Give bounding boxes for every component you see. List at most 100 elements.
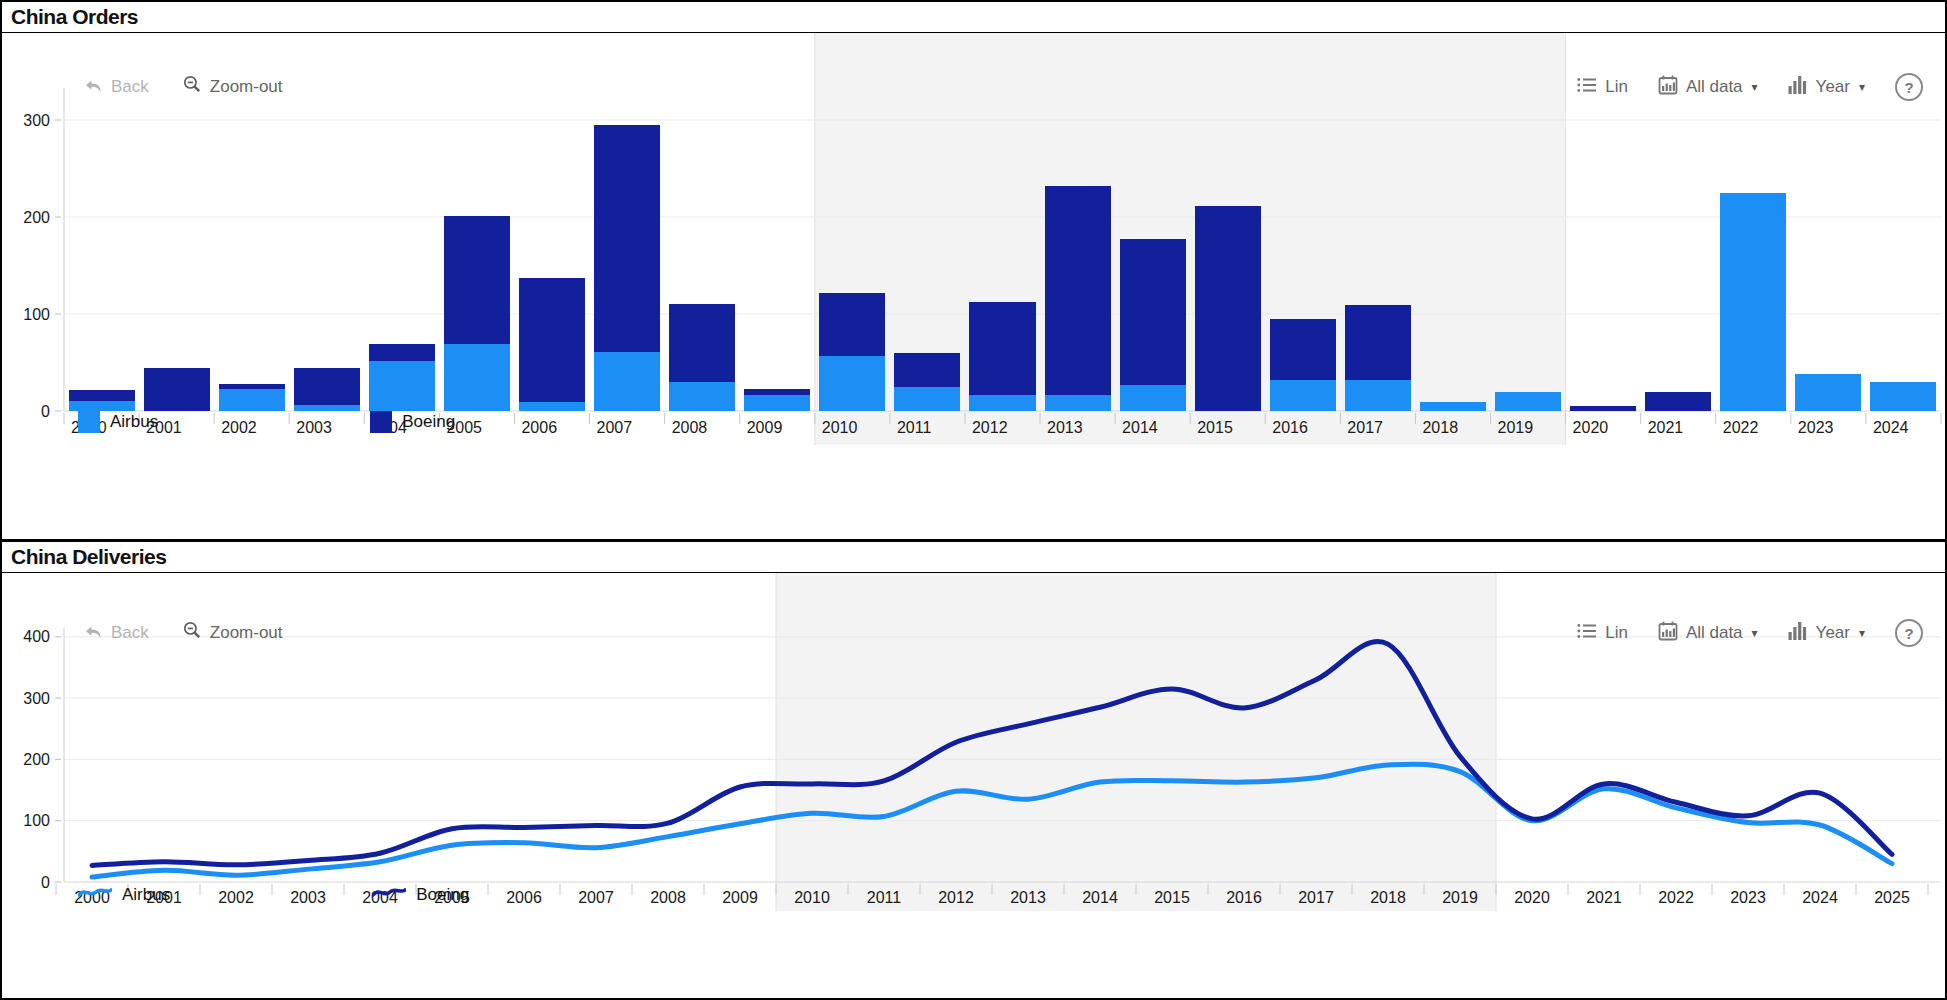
axis-tick-label: 2006 <box>506 889 542 906</box>
axis-tick-label: 2024 <box>1873 419 1909 436</box>
zoom-out-button[interactable]: Zoom-out <box>183 75 283 99</box>
axis-tick-label: 2013 <box>1047 419 1083 436</box>
bar-segment-airbus[interactable] <box>1420 402 1486 411</box>
help-button[interactable]: ? <box>1895 619 1923 647</box>
deliveries-chart-wrap: 0100200300400200020012002200320042005200… <box>2 573 1945 921</box>
help-button[interactable]: ? <box>1895 73 1923 101</box>
axis-tick-label: 200 <box>23 751 50 768</box>
chevron-down-icon: ▾ <box>1859 80 1865 94</box>
axis-tick-label: 200 <box>23 209 50 226</box>
bar-segment-airbus[interactable] <box>519 402 585 411</box>
bar-segment-airbus[interactable] <box>1270 380 1336 411</box>
year-granularity-dropdown[interactable]: Year ▾ <box>1788 75 1865 99</box>
bar-segment-airbus[interactable] <box>669 382 735 411</box>
chevron-down-icon: ▾ <box>1859 626 1865 640</box>
bar-segment-airbus[interactable] <box>1720 193 1786 411</box>
bar-segment-boeing[interactable] <box>594 125 660 352</box>
axis-tick-label: 2015 <box>1197 419 1233 436</box>
back-button[interactable]: Back <box>84 622 149 645</box>
axis-tick-label: 2021 <box>1648 419 1684 436</box>
bar-segment-boeing[interactable] <box>819 293 885 356</box>
bar-segment-boeing[interactable] <box>1195 206 1261 411</box>
bar-segment-airbus[interactable] <box>444 344 510 411</box>
axis-tick-label: 2022 <box>1723 419 1759 436</box>
axis-tick-label: 2008 <box>672 419 708 436</box>
bar-segment-boeing[interactable] <box>219 384 285 389</box>
bar-segment-boeing[interactable] <box>294 368 360 405</box>
axis-tick-label: 2007 <box>597 419 633 436</box>
axis-tick-label: 2012 <box>972 419 1008 436</box>
bar-segment-boeing[interactable] <box>69 390 135 402</box>
back-arrow-icon <box>84 622 103 645</box>
zoom-out-button[interactable]: Zoom-out <box>183 621 283 645</box>
bar-segment-boeing[interactable] <box>1270 319 1336 380</box>
axis-tick-label: 2009 <box>722 889 758 906</box>
bar-segment-boeing[interactable] <box>969 302 1035 395</box>
boeing-line-marker <box>372 884 406 905</box>
deliveries-chart[interactable]: 0100200300400200020012002200320042005200… <box>2 573 1945 921</box>
axis-tick-label: 2010 <box>794 889 830 906</box>
axis-tick-label: 2012 <box>938 889 974 906</box>
orders-chart[interactable]: 0100200300200020012002200320042005200620… <box>2 33 1945 453</box>
year-granularity-dropdown[interactable]: Year ▾ <box>1788 621 1865 645</box>
bar-segment-boeing[interactable] <box>444 216 510 344</box>
bar-segment-airbus[interactable] <box>594 352 660 411</box>
bar-segment-airbus[interactable] <box>1345 380 1411 411</box>
airbus-line-marker <box>78 884 112 905</box>
bar-segment-boeing[interactable] <box>1045 186 1111 395</box>
bar-segment-airbus[interactable] <box>1795 374 1861 411</box>
axis-tick-label: 100 <box>23 812 50 829</box>
bar-segment-boeing[interactable] <box>144 368 210 411</box>
airbus-swatch <box>78 411 100 433</box>
deliveries-legend: Airbus Boeing <box>78 884 469 905</box>
axis-tick-label: 2017 <box>1347 419 1383 436</box>
highlight-band <box>776 573 1496 911</box>
axis-tick-label: 2014 <box>1122 419 1158 436</box>
axis-tick-label: 2014 <box>1082 889 1118 906</box>
bar-segment-airbus[interactable] <box>894 387 960 411</box>
orders-legend: Airbus Boeing <box>78 411 455 433</box>
bar-segment-airbus[interactable] <box>69 401 135 411</box>
axis-tick-label: 2017 <box>1298 889 1334 906</box>
bar-segment-airbus[interactable] <box>969 395 1035 411</box>
bar-segment-airbus[interactable] <box>1870 382 1936 411</box>
legend-item-boeing[interactable]: Boeing <box>372 884 469 905</box>
bar-segment-boeing[interactable] <box>1120 239 1186 385</box>
axis-tick-label: 2009 <box>747 419 783 436</box>
bar-segment-boeing[interactable] <box>1645 392 1711 411</box>
legend-item-airbus[interactable]: Airbus <box>78 884 170 905</box>
bar-segment-airbus[interactable] <box>1045 395 1111 411</box>
boeing-swatch <box>370 411 392 433</box>
all-data-dropdown[interactable]: All data ▾ <box>1658 621 1758 646</box>
lin-scale-button[interactable]: Lin <box>1577 622 1628 645</box>
axis-tick-label: 2019 <box>1442 889 1478 906</box>
axis-tick-label: 100 <box>23 306 50 323</box>
axis-tick-label: 2022 <box>1658 889 1694 906</box>
axis-tick-label: 2008 <box>650 889 686 906</box>
bar-segment-boeing[interactable] <box>1570 406 1636 411</box>
calendar-icon <box>1658 621 1678 646</box>
axis-tick-label: 2006 <box>521 419 557 436</box>
bar-segment-boeing[interactable] <box>894 353 960 387</box>
legend-item-airbus[interactable]: Airbus <box>78 411 158 433</box>
bar-segment-airbus[interactable] <box>369 361 435 411</box>
back-button[interactable]: Back <box>84 76 149 99</box>
lin-scale-button[interactable]: Lin <box>1577 76 1628 99</box>
bar-segment-boeing[interactable] <box>369 344 435 360</box>
bar-segment-airbus[interactable] <box>1120 385 1186 411</box>
axis-tick-label: 2015 <box>1154 889 1190 906</box>
bar-segment-boeing[interactable] <box>669 304 735 382</box>
bar-segment-airbus[interactable] <box>1495 392 1561 411</box>
bar-segment-airbus[interactable] <box>219 389 285 411</box>
axis-tick-label: 300 <box>23 690 50 707</box>
bar-segment-boeing[interactable] <box>744 389 810 396</box>
bar-segment-airbus[interactable] <box>819 356 885 411</box>
axis-tick-label: 0 <box>41 403 50 420</box>
legend-item-boeing[interactable]: Boeing <box>370 411 455 433</box>
all-data-dropdown[interactable]: All data ▾ <box>1658 75 1758 100</box>
bar-segment-boeing[interactable] <box>519 278 585 402</box>
dashboard: China Orders 010020030020002001200220032… <box>0 0 1947 1000</box>
bar-segment-boeing[interactable] <box>1345 305 1411 380</box>
bar-segment-airbus[interactable] <box>744 395 810 411</box>
axis-tick-label: 2019 <box>1498 419 1534 436</box>
